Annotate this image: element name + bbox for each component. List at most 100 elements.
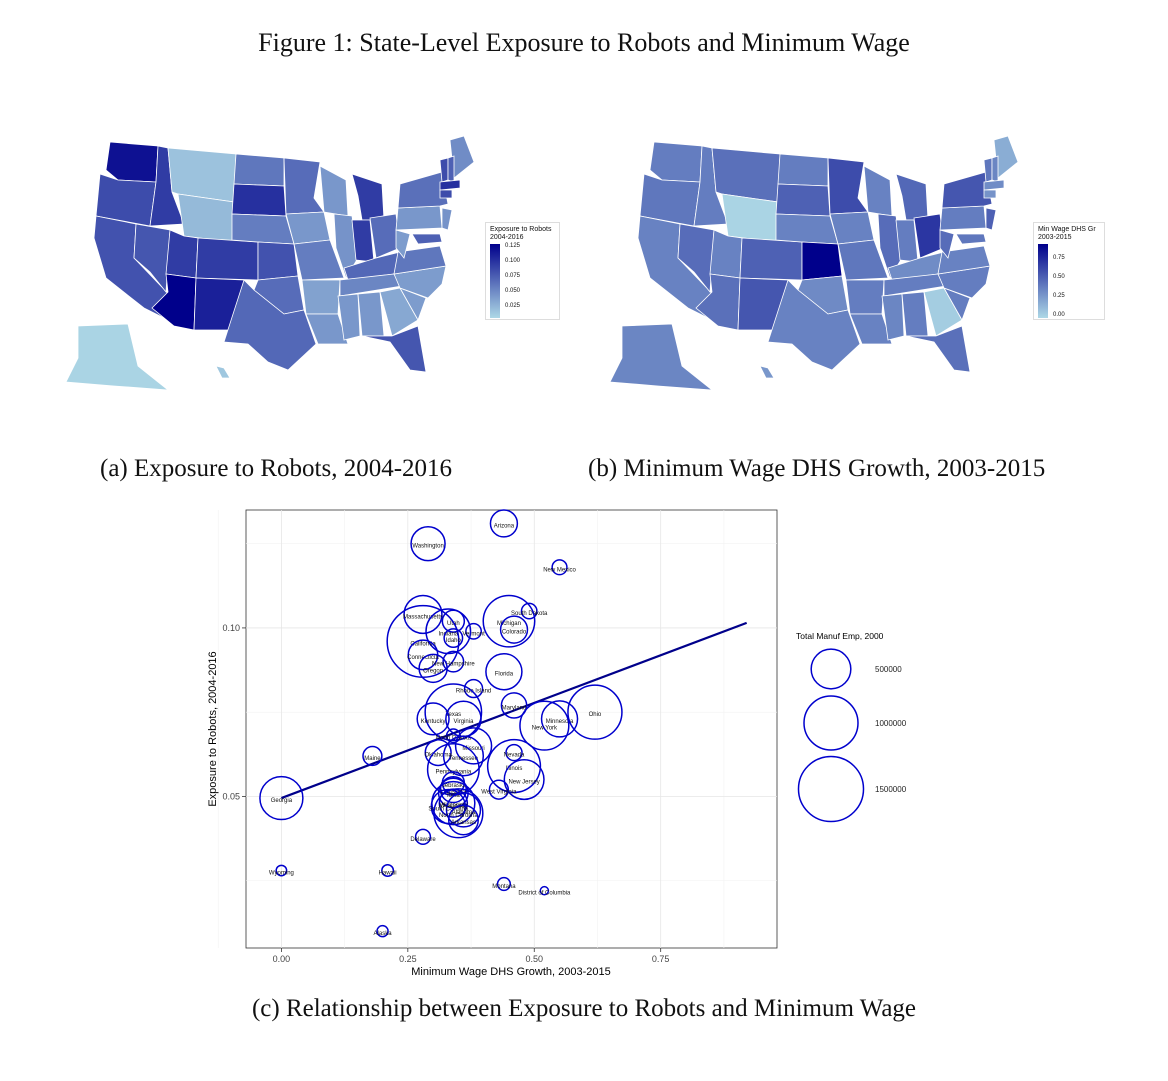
point-circle (539, 885, 550, 896)
point-circle (442, 735, 485, 777)
map-b-legend-tick: 0.75 (1053, 255, 1065, 261)
state-fl (361, 325, 427, 373)
point-circle (500, 692, 528, 719)
point-circle (454, 727, 493, 765)
state-ar (845, 279, 885, 315)
point-label: New York (532, 726, 558, 732)
fit-line (281, 621, 748, 800)
point-circle (551, 559, 568, 576)
state-md (955, 233, 987, 245)
point-label: New Mexico (543, 567, 576, 573)
point-label: Washington (412, 544, 443, 550)
point-label: New Hampshire (432, 662, 475, 668)
point-circle (519, 700, 570, 751)
point-circle (416, 702, 450, 736)
point-label: Alaska (374, 931, 393, 937)
point-label: Michigan (497, 621, 521, 627)
point-label: Kentucky (421, 719, 446, 725)
point-label: Nevada (504, 753, 525, 759)
state-va (393, 245, 447, 275)
point-circle (403, 594, 443, 635)
map-b-legend-tick: 0.50 (1053, 274, 1065, 280)
point-label: South Dakota (511, 611, 548, 617)
state-pa (939, 205, 987, 231)
point-circle (418, 653, 448, 684)
point-circle (505, 743, 523, 762)
point-label: Georgia (271, 798, 293, 804)
point-circle (485, 652, 523, 691)
map-b-legend-title: Min Wage DHS Gr 2003-2015 (1038, 226, 1096, 241)
point-circle (567, 684, 623, 740)
state-ct (983, 189, 997, 199)
y-tick-label: 0.10 (222, 623, 240, 633)
point-label: Maryland (502, 705, 527, 711)
state-mi (351, 173, 385, 221)
map-a-legend-tick: 0.025 (505, 303, 521, 309)
point-circle (503, 758, 545, 801)
state-nh (991, 155, 999, 183)
point-label: Idaho (446, 638, 462, 644)
point-circle (496, 876, 512, 892)
point-label: Oklahoma (424, 753, 452, 759)
state-al (901, 291, 929, 337)
point-label: Wyoming (269, 871, 294, 877)
state-wa (649, 141, 703, 183)
points: Arizona Washington New Mexico Massachusetts… (259, 509, 623, 938)
caption-c: (c) Relationship between Exposure to Rob… (251, 995, 917, 1022)
fit-line-group (281, 621, 748, 800)
state-in (895, 219, 919, 263)
point-label: Delaware (410, 837, 436, 843)
state-nj (985, 207, 997, 231)
point-circle (424, 738, 452, 767)
point-label: Indiana (438, 631, 458, 637)
point-label: Virginia (454, 719, 475, 725)
minimum-wage-growth-map (609, 135, 1019, 391)
state-tx (223, 279, 317, 371)
point-label: Arkansas (451, 820, 476, 826)
point-label: Missouri (462, 746, 484, 752)
point-circle (442, 650, 465, 673)
ticks: 0.00 0.25 0.50 0.75 0.05 0.10 (222, 623, 669, 964)
y-axis-label: Exposure to Robots, 2004-2016 (207, 651, 219, 806)
point-label: Nebraska (440, 783, 466, 789)
state-wy (177, 193, 235, 243)
x-axis-label: Minimum Wage DHS Growth, 2003-2015 (411, 966, 611, 978)
state-ar (301, 279, 341, 315)
state-ne (775, 213, 839, 245)
state-nv (133, 223, 171, 294)
state-ms (881, 293, 905, 341)
state-wi (319, 165, 349, 217)
state-md (411, 233, 443, 245)
point-circle (433, 788, 484, 839)
state-co (739, 237, 803, 281)
map-a-legend-tick: 0.100 (505, 258, 521, 264)
point-label: Minnesota (546, 719, 574, 725)
state-ms (337, 293, 361, 341)
point-label: West Virginia (481, 790, 517, 796)
map-a-legend: Exposure to Robots 2004-2016 0.125 0.100… (485, 222, 560, 320)
state-ia (285, 211, 331, 245)
point-circle (488, 779, 510, 800)
state-la (849, 313, 893, 345)
state-oh (913, 213, 945, 259)
map-a-legend-title: Exposure to Robots 2004-2016 (490, 226, 552, 241)
state-ut (709, 229, 743, 279)
state-sd (231, 183, 287, 217)
state-fl (905, 325, 971, 373)
state-ks (801, 241, 843, 281)
point-label: Illinois (506, 766, 523, 772)
map-a-legend-tick: 0.125 (505, 243, 521, 249)
state-sd (775, 183, 831, 217)
point-label: Louisiana (440, 790, 466, 796)
size-legend-circle (810, 648, 852, 690)
state-mo (293, 239, 345, 281)
point-label: District of Columbia (518, 891, 571, 897)
point-label: Colorado (502, 630, 527, 636)
state-ak (609, 323, 714, 391)
point-circle (447, 804, 479, 836)
x-tick-label: 0.50 (525, 954, 543, 964)
point-circle (443, 628, 464, 648)
point-circle (381, 863, 395, 878)
point-label: North Carolina (439, 813, 478, 819)
point-label: South Carolina (428, 806, 468, 812)
